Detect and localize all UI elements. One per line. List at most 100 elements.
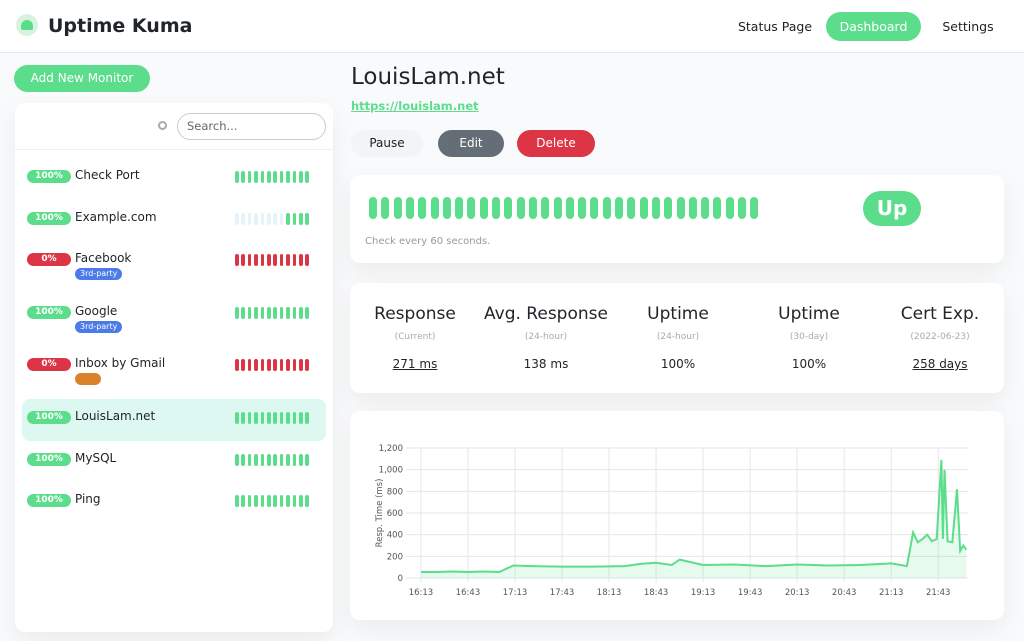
stat-value[interactable]: 258 days xyxy=(912,357,968,371)
heartbeat xyxy=(260,359,265,371)
stat-label: Avg. Response xyxy=(484,304,608,324)
search-icon xyxy=(158,121,167,130)
x-tick-label: 17:43 xyxy=(550,588,575,598)
heartbeat xyxy=(260,254,265,266)
monitor-title: LouisLam.net xyxy=(351,64,505,90)
nav-item[interactable]: Status Page xyxy=(737,19,813,34)
monitor-name[interactable]: LouisLam.net xyxy=(75,409,156,423)
heartbeat xyxy=(235,171,239,183)
heartbeat xyxy=(541,197,550,219)
heartbeat xyxy=(279,359,284,371)
monitor-tag: 3rd-party xyxy=(75,268,123,280)
heartbeat xyxy=(254,307,258,319)
heartbeat xyxy=(292,254,297,266)
heartbeat xyxy=(241,307,245,319)
heartbeat xyxy=(267,254,271,266)
search-input[interactable]: Search... xyxy=(177,113,326,140)
heartbeat xyxy=(292,495,297,507)
heartbeat xyxy=(305,412,309,424)
app-title[interactable]: Uptime Kuma xyxy=(48,15,193,37)
heartbeat xyxy=(254,454,258,466)
heartbeat xyxy=(267,213,271,225)
heartbeat xyxy=(615,197,623,219)
action-button[interactable]: Delete xyxy=(517,130,595,157)
monitor-url[interactable]: https://louislam.net xyxy=(351,99,479,113)
heartbeat xyxy=(267,307,271,319)
heartbeat xyxy=(590,197,599,219)
action-button[interactable]: Pause xyxy=(351,130,423,157)
heartbeat xyxy=(688,197,697,219)
header: Uptime Kuma Status Page Dashboard Settings xyxy=(0,0,1024,53)
monitor-name[interactable]: Google xyxy=(75,304,118,318)
heartbeat xyxy=(305,171,309,183)
heartbeat xyxy=(235,307,239,319)
heartbeat xyxy=(305,495,309,507)
action-button[interactable]: Edit xyxy=(438,130,504,157)
monitor-name[interactable]: Ping xyxy=(75,492,101,506)
heartbeat xyxy=(305,213,309,225)
y-tick-label: 600 xyxy=(387,509,403,519)
uptime-badge: 100% xyxy=(27,453,71,466)
heartbeat xyxy=(286,412,290,424)
add-monitor-button[interactable]: Add New Monitor xyxy=(14,65,150,92)
y-tick-label: 400 xyxy=(387,531,403,541)
monitor-name[interactable]: Example.com xyxy=(75,210,157,224)
heartbeat xyxy=(286,454,290,466)
heartbeat xyxy=(241,412,245,424)
heartbeat xyxy=(279,307,284,319)
heartbeat xyxy=(273,171,277,183)
divider xyxy=(15,149,333,150)
x-tick-label: 21:43 xyxy=(926,588,951,598)
stat-value: 138 ms xyxy=(523,357,569,371)
monitor-name[interactable]: MySQL xyxy=(75,451,117,465)
heartbeat xyxy=(279,213,284,225)
heartbeat xyxy=(273,412,277,424)
nav-item[interactable]: Dashboard xyxy=(826,12,921,41)
heartbeat xyxy=(247,307,252,319)
y-tick-label: 200 xyxy=(387,552,403,562)
heartbeat xyxy=(286,171,290,183)
heartbeat xyxy=(273,359,277,371)
heartbeat xyxy=(235,454,239,466)
heartbeat xyxy=(267,412,271,424)
heartbeat xyxy=(286,495,290,507)
heartbeat xyxy=(241,495,245,507)
y-tick-label: 0 xyxy=(398,574,403,584)
stat-value: 100% xyxy=(791,357,827,371)
y-tick-label: 800 xyxy=(387,487,403,497)
check-note: Check every 60 seconds. xyxy=(365,236,491,247)
heartbeat xyxy=(286,307,290,319)
heartbeat xyxy=(279,412,284,424)
x-tick-label: 17:13 xyxy=(503,588,528,598)
heartbeat xyxy=(299,454,303,466)
monitor-name[interactable]: Facebook xyxy=(75,251,132,265)
nav-item[interactable]: Settings xyxy=(942,19,994,34)
chart-card: 0 200 400 600 800 1,000 1,200 16:13 16:43 17:13 17… xyxy=(350,411,1004,620)
heartbeat xyxy=(738,197,746,219)
heartbeat xyxy=(247,495,252,507)
heartbeat xyxy=(241,213,245,225)
heartbeat xyxy=(286,254,290,266)
heartbeat xyxy=(492,197,500,219)
heartbeat xyxy=(528,197,537,219)
heartbeat xyxy=(260,495,265,507)
x-tick-label: 16:13 xyxy=(409,588,434,598)
heartbeat xyxy=(247,412,252,424)
heartbeat xyxy=(639,197,648,219)
stat-value[interactable]: 271 ms xyxy=(392,357,438,371)
heartbeat xyxy=(247,254,252,266)
heartbeat xyxy=(235,254,239,266)
heartbeat xyxy=(299,213,303,225)
heartbeat xyxy=(235,412,239,424)
stat-sub: (2022-06-23) xyxy=(910,332,970,342)
monitor-name[interactable]: Inbox by Gmail xyxy=(75,356,166,370)
heartbeat xyxy=(254,213,258,225)
monitor-name[interactable]: Check Port xyxy=(75,168,140,182)
heartbeat xyxy=(267,495,271,507)
uptime-badge: 100% xyxy=(27,494,71,507)
uptime-badge: 100% xyxy=(27,306,71,319)
monitor-tag xyxy=(75,373,101,385)
x-tick-label: 20:43 xyxy=(832,588,857,598)
heartbeat xyxy=(260,454,265,466)
heartbeat xyxy=(260,213,265,225)
